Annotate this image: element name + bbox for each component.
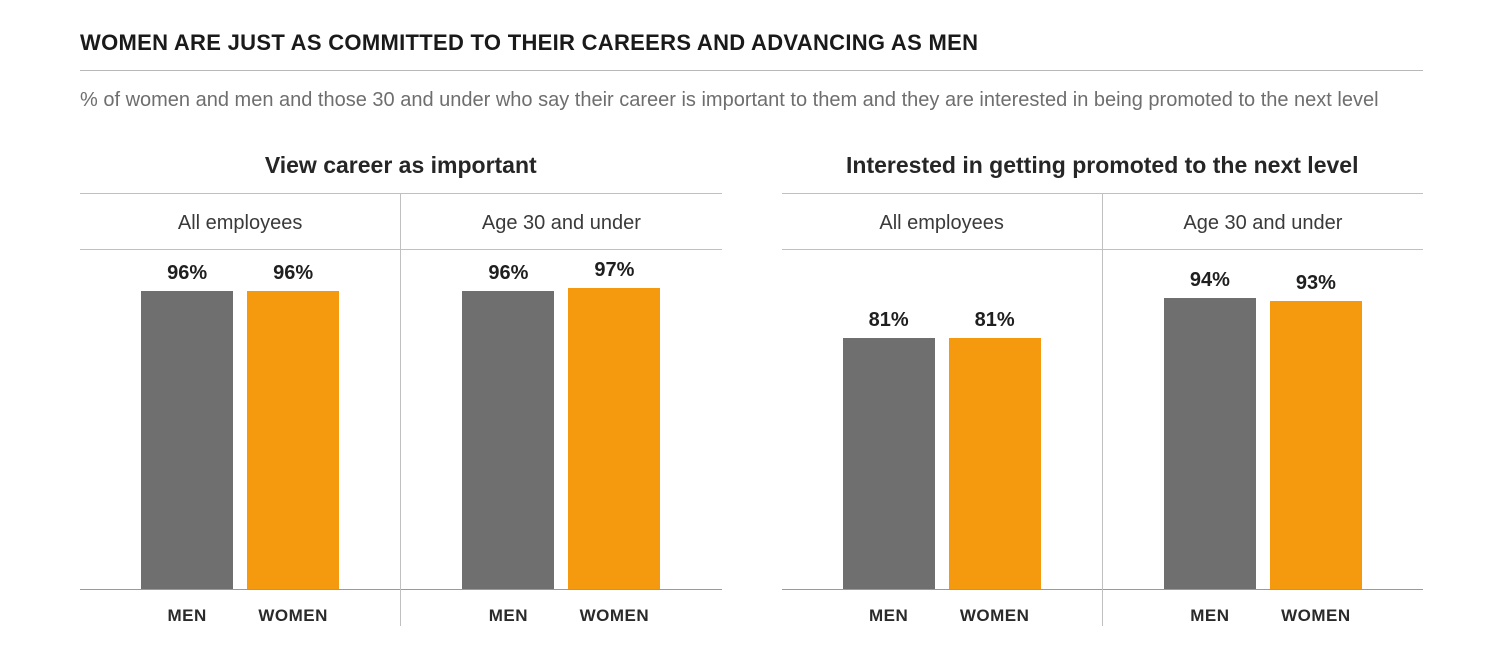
chart-area: 81% 81% xyxy=(782,250,1102,590)
bar-wrap: 81% xyxy=(843,309,935,589)
chart-group: Age 30 and under 94% 93% MEN WOMEN xyxy=(1102,194,1423,626)
bar-wrap: 93% xyxy=(1270,272,1362,589)
chart-group: Age 30 and under 96% 97% MEN WOMEN xyxy=(400,194,721,626)
axis-label: MEN xyxy=(462,606,554,626)
chart-title: WOMEN ARE JUST AS COMMITTED TO THEIR CAR… xyxy=(80,30,1423,56)
axis-labels: MEN WOMEN xyxy=(782,590,1102,626)
group-header: All employees xyxy=(782,194,1102,249)
bar-value-label: 93% xyxy=(1296,272,1336,295)
women-bar xyxy=(247,291,339,589)
group-header: All employees xyxy=(80,194,400,249)
axis-label: WOMEN xyxy=(568,606,660,626)
chart-area: 94% 93% xyxy=(1103,250,1423,590)
axis-labels: MEN WOMEN xyxy=(401,590,721,626)
chart-subtitle: % of women and men and those 30 and unde… xyxy=(80,89,1423,112)
group-header: Age 30 and under xyxy=(401,194,721,249)
women-bar xyxy=(949,338,1041,589)
men-bar xyxy=(1164,298,1256,589)
men-bar xyxy=(462,291,554,589)
chart-group: All employees 81% 81% MEN WOMEN xyxy=(782,194,1102,626)
bar-value-label: 96% xyxy=(167,262,207,285)
chart-group: All employees 96% 96% MEN WOMEN xyxy=(80,194,400,626)
panel-title: Interested in getting promoted to the ne… xyxy=(782,152,1424,179)
men-bar xyxy=(141,291,233,589)
axis-label: MEN xyxy=(843,606,935,626)
axis-labels: MEN WOMEN xyxy=(80,590,400,626)
panel-groups: All employees81%81%MENWOMENAge 30 and un… xyxy=(782,194,1424,626)
title-divider xyxy=(80,70,1423,71)
panel-groups: All employees96%96%MENWOMENAge 30 and un… xyxy=(80,194,722,626)
axis-labels: MEN WOMEN xyxy=(1103,590,1423,626)
axis-label: WOMEN xyxy=(247,606,339,626)
panel-title: View career as important xyxy=(80,152,722,179)
chart-panels: View career as importantAll employees96%… xyxy=(80,152,1423,626)
women-bar xyxy=(1270,301,1362,589)
bar-value-label: 94% xyxy=(1190,269,1230,292)
bar-wrap: 96% xyxy=(247,262,339,589)
chart-area: 96% 96% xyxy=(80,250,400,590)
axis-label: MEN xyxy=(141,606,233,626)
axis-label: WOMEN xyxy=(949,606,1041,626)
bar-value-label: 81% xyxy=(869,309,909,332)
axis-label: WOMEN xyxy=(1270,606,1362,626)
axis-label: MEN xyxy=(1164,606,1256,626)
women-bar xyxy=(568,288,660,589)
bar-wrap: 94% xyxy=(1164,269,1256,589)
chart-panel: Interested in getting promoted to the ne… xyxy=(782,152,1424,626)
bar-value-label: 96% xyxy=(488,262,528,285)
bar-wrap: 97% xyxy=(568,259,660,589)
bar-value-label: 97% xyxy=(594,259,634,282)
bar-wrap: 96% xyxy=(462,262,554,589)
bar-value-label: 96% xyxy=(273,262,313,285)
men-bar xyxy=(843,338,935,589)
group-header: Age 30 and under xyxy=(1103,194,1423,249)
bar-wrap: 81% xyxy=(949,309,1041,589)
bar-value-label: 81% xyxy=(975,309,1015,332)
chart-area: 96% 97% xyxy=(401,250,721,590)
chart-panel: View career as importantAll employees96%… xyxy=(80,152,722,626)
bar-wrap: 96% xyxy=(141,262,233,589)
